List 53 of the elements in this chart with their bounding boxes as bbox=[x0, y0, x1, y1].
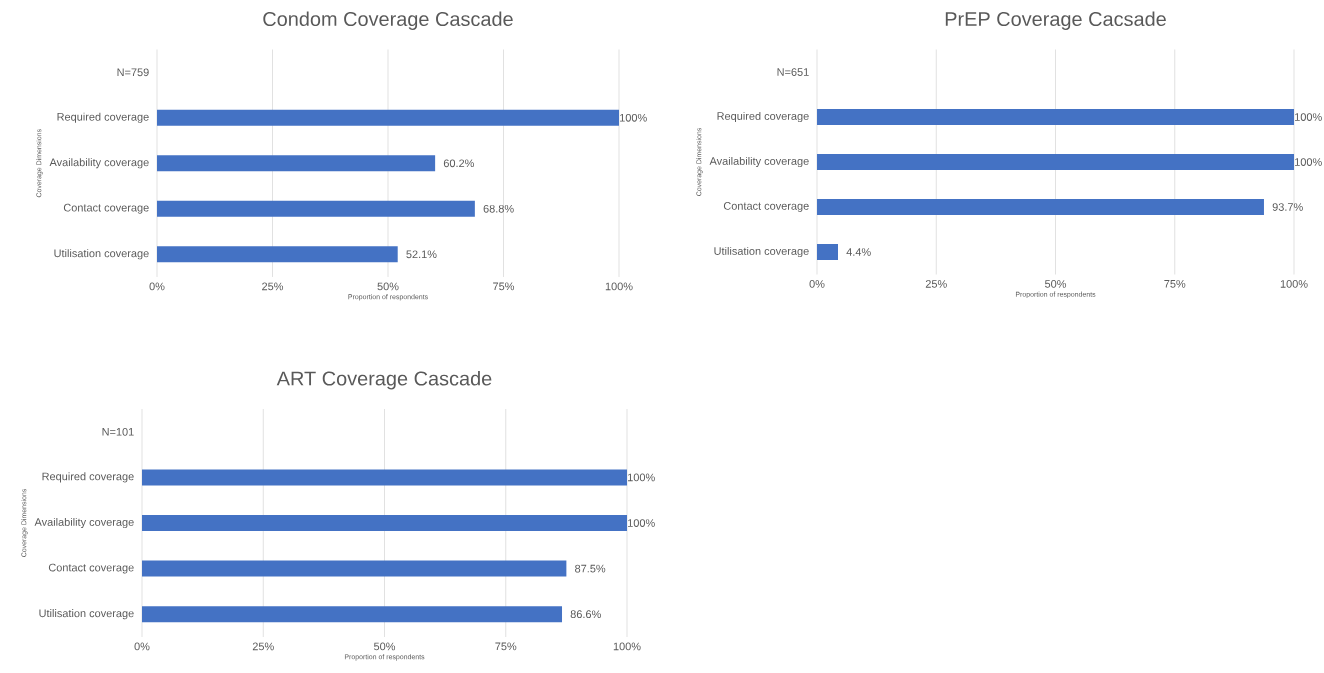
y-tick-label: Availability coverage bbox=[49, 158, 149, 169]
chart-title: Condom Coverage Cascade bbox=[263, 11, 513, 31]
data-label: 60.2% bbox=[443, 159, 474, 168]
data-label: 93.7% bbox=[1272, 203, 1303, 211]
bar bbox=[157, 109, 619, 126]
y-tick-label: N=759 bbox=[117, 68, 149, 77]
x-tick-label: 75% bbox=[495, 642, 517, 651]
x-tick-label: 25% bbox=[252, 642, 274, 651]
x-tick-label: 50% bbox=[377, 282, 399, 291]
bar bbox=[817, 154, 1295, 170]
y-tick-label: Availability coverage bbox=[34, 517, 134, 529]
data-label: 100% bbox=[620, 113, 647, 122]
y-tick-label: N=101 bbox=[102, 427, 134, 436]
bar bbox=[157, 246, 398, 263]
y-tick-label: Utilisation coverage bbox=[714, 246, 809, 258]
y-tick-label: Required coverage bbox=[717, 111, 809, 123]
y-tick-label: N=651 bbox=[777, 68, 809, 76]
chart-title: ART Coverage Cascade bbox=[276, 370, 492, 390]
data-label: 4.4% bbox=[846, 248, 871, 256]
x-tick-label: 75% bbox=[1164, 280, 1186, 288]
data-label: 87.5% bbox=[575, 564, 606, 573]
y-tick-label: Utilisation coverage bbox=[39, 609, 134, 620]
data-label: 100% bbox=[628, 519, 655, 527]
x-tick-label: 25% bbox=[925, 280, 947, 288]
x-tick-label: 100% bbox=[605, 282, 633, 291]
y-tick-label: Contact coverage bbox=[723, 202, 809, 212]
x-tick-label: 50% bbox=[373, 642, 396, 651]
y-tick-label: Availability coverage bbox=[709, 156, 809, 168]
chart-title: PrEP Coverage Cacsade bbox=[945, 11, 1166, 31]
x-tick-label: 25% bbox=[262, 282, 284, 291]
x-tick-label: 75% bbox=[493, 282, 515, 291]
bar bbox=[157, 200, 475, 217]
data-label: 100% bbox=[628, 473, 655, 482]
x-tick-label: 0% bbox=[134, 642, 150, 651]
y-tick-label: Utilisation coverage bbox=[54, 249, 149, 260]
bar bbox=[817, 244, 838, 260]
x-tick-label: 0% bbox=[809, 280, 825, 288]
data-label: 100% bbox=[1295, 113, 1322, 121]
y-tick-label: Contact coverage bbox=[48, 563, 134, 574]
data-label: 68.8% bbox=[483, 204, 514, 213]
data-label: 52.1% bbox=[406, 250, 437, 259]
data-label: 86.6% bbox=[570, 610, 601, 619]
x-tick-label: 0% bbox=[149, 282, 165, 291]
bar bbox=[157, 155, 436, 172]
data-label: 100% bbox=[1295, 158, 1322, 166]
y-tick-label: Required coverage bbox=[42, 472, 134, 483]
x-tick-label: 100% bbox=[613, 642, 641, 651]
bar bbox=[817, 199, 1264, 215]
x-tick-label: 50% bbox=[1044, 280, 1067, 288]
bar bbox=[817, 109, 1295, 125]
x-tick-label: 100% bbox=[1280, 280, 1308, 288]
y-tick-label: Required coverage bbox=[57, 112, 149, 123]
y-tick-label: Contact coverage bbox=[63, 203, 149, 214]
